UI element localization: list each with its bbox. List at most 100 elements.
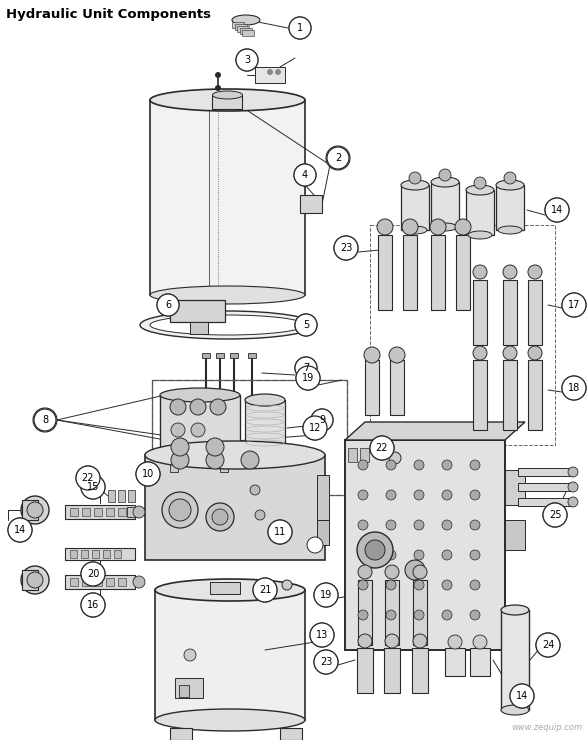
Text: 22: 22 — [376, 443, 388, 453]
Text: 14: 14 — [551, 205, 563, 215]
Text: 14: 14 — [551, 205, 563, 215]
Bar — [170, 300, 225, 322]
Circle shape — [470, 460, 480, 470]
Circle shape — [543, 503, 567, 527]
Circle shape — [568, 482, 578, 492]
Bar — [528, 280, 542, 345]
Circle shape — [314, 650, 338, 674]
Text: 16: 16 — [87, 600, 99, 610]
Ellipse shape — [212, 91, 242, 99]
Bar — [106, 508, 114, 516]
Circle shape — [448, 635, 462, 649]
Circle shape — [414, 520, 424, 530]
Bar — [300, 195, 322, 213]
Circle shape — [206, 438, 224, 456]
Circle shape — [314, 583, 338, 607]
Text: Hydraulic Unit Components: Hydraulic Unit Components — [6, 8, 211, 21]
Circle shape — [365, 540, 385, 560]
Bar — [357, 648, 373, 693]
Bar — [384, 648, 400, 693]
Bar — [179, 685, 189, 697]
Text: 4: 4 — [302, 170, 308, 180]
Bar — [470, 648, 490, 676]
Circle shape — [303, 416, 327, 440]
Ellipse shape — [501, 705, 529, 715]
Bar — [360, 448, 369, 462]
Text: 14: 14 — [14, 525, 26, 535]
Circle shape — [442, 460, 452, 470]
Circle shape — [470, 610, 480, 620]
Circle shape — [442, 580, 452, 590]
Text: 5: 5 — [303, 320, 309, 330]
Circle shape — [210, 399, 226, 415]
Circle shape — [442, 610, 452, 620]
Circle shape — [255, 510, 265, 520]
Circle shape — [358, 580, 368, 590]
Bar — [505, 470, 525, 505]
Bar — [280, 728, 302, 740]
Text: 13: 13 — [316, 630, 328, 640]
Text: 24: 24 — [542, 640, 554, 650]
Circle shape — [81, 562, 105, 586]
Text: 3: 3 — [244, 55, 250, 65]
Circle shape — [357, 532, 393, 568]
Ellipse shape — [498, 226, 522, 234]
Text: 21: 21 — [259, 585, 271, 595]
Bar — [212, 95, 242, 109]
Circle shape — [545, 198, 569, 222]
Circle shape — [402, 219, 418, 235]
Circle shape — [206, 451, 224, 469]
Text: 14: 14 — [14, 525, 26, 535]
Circle shape — [389, 452, 401, 464]
Text: 17: 17 — [568, 300, 580, 310]
Bar — [145, 455, 325, 560]
Bar — [528, 360, 542, 430]
Text: 19: 19 — [302, 373, 314, 383]
Circle shape — [364, 347, 380, 363]
Circle shape — [81, 475, 105, 499]
Bar — [94, 508, 102, 516]
Circle shape — [311, 409, 333, 431]
Bar — [190, 322, 208, 334]
Text: 23: 23 — [340, 243, 352, 253]
Circle shape — [536, 633, 560, 657]
Circle shape — [562, 376, 586, 400]
Text: 14: 14 — [516, 691, 528, 701]
Ellipse shape — [232, 15, 260, 25]
Text: 24: 24 — [542, 640, 554, 650]
Circle shape — [310, 623, 334, 647]
Bar — [160, 395, 240, 450]
Circle shape — [473, 346, 487, 360]
Text: 17: 17 — [568, 300, 580, 310]
Text: 6: 6 — [165, 300, 171, 310]
Circle shape — [358, 490, 368, 500]
Text: 7: 7 — [303, 363, 309, 373]
Text: 2: 2 — [335, 153, 341, 163]
Circle shape — [303, 416, 327, 440]
Circle shape — [358, 550, 368, 560]
Circle shape — [562, 293, 586, 317]
Text: 22: 22 — [82, 473, 95, 483]
Circle shape — [562, 293, 586, 317]
Text: 6: 6 — [165, 300, 171, 310]
Ellipse shape — [496, 180, 524, 190]
Circle shape — [157, 294, 179, 316]
Circle shape — [289, 17, 311, 39]
Circle shape — [314, 583, 338, 607]
Circle shape — [386, 520, 396, 530]
Text: 15: 15 — [87, 482, 99, 492]
Ellipse shape — [145, 441, 325, 469]
Bar — [518, 468, 573, 476]
Bar — [114, 550, 121, 558]
Circle shape — [171, 451, 189, 469]
Circle shape — [405, 560, 425, 580]
Circle shape — [442, 520, 452, 530]
Text: 9: 9 — [319, 415, 325, 425]
Circle shape — [568, 467, 578, 477]
Bar — [473, 280, 487, 345]
Circle shape — [162, 492, 198, 528]
Bar — [81, 550, 88, 558]
Circle shape — [385, 634, 399, 648]
Circle shape — [307, 537, 323, 553]
Text: 13: 13 — [316, 630, 328, 640]
